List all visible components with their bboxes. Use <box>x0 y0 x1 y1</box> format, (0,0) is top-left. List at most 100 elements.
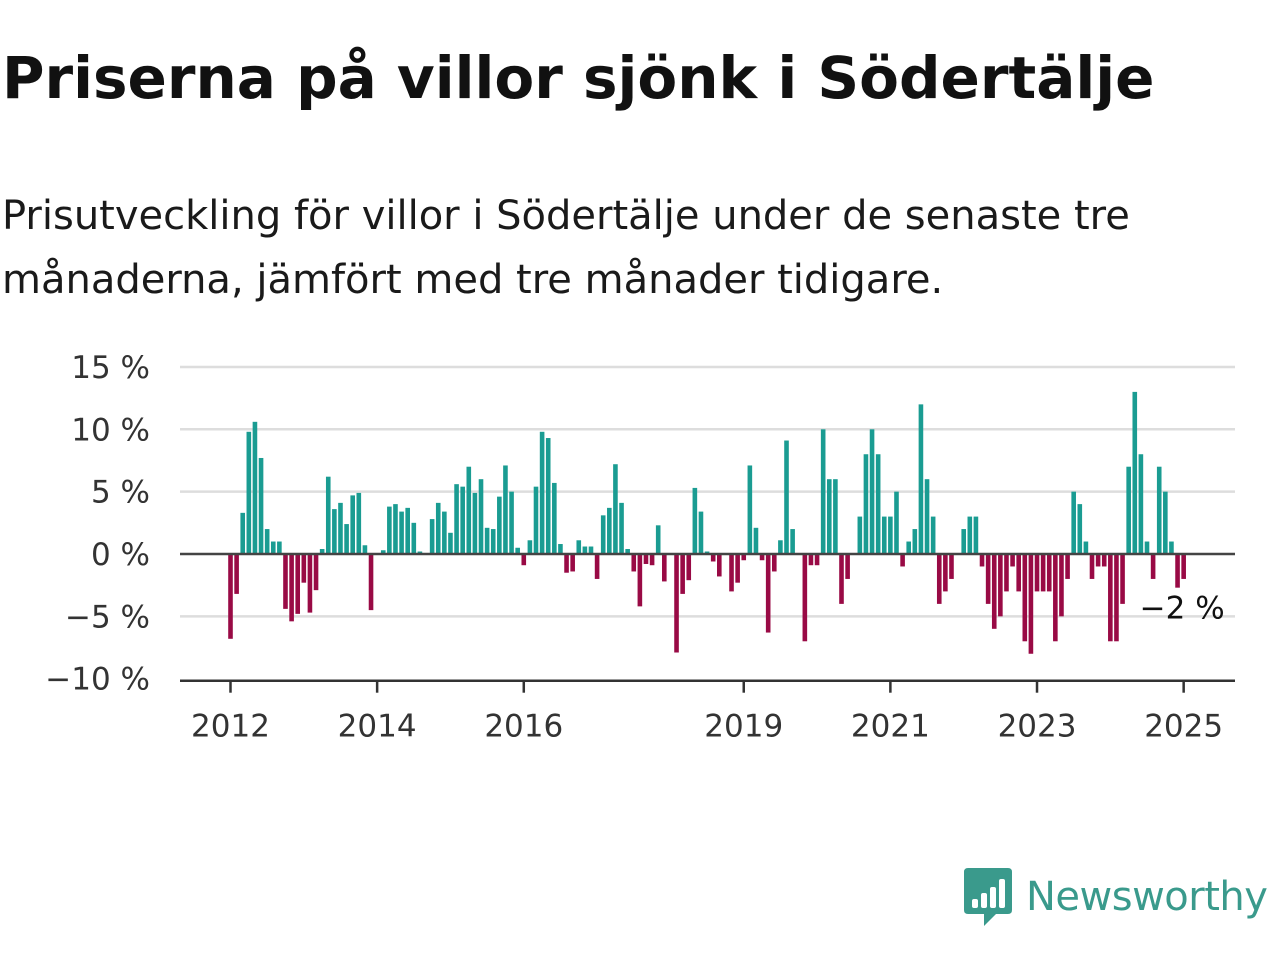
bar <box>802 554 808 642</box>
bar <box>545 438 551 554</box>
bar <box>949 554 954 579</box>
y-tick-label: 10 % <box>71 412 150 448</box>
bar <box>662 554 667 582</box>
bar <box>674 554 679 653</box>
bar <box>332 509 337 554</box>
x-tick-label: 2025 <box>1144 709 1223 745</box>
bar <box>338 502 343 554</box>
bar <box>1010 554 1015 567</box>
bar <box>454 484 459 554</box>
bar <box>906 541 912 554</box>
bar <box>600 515 606 554</box>
bar <box>900 554 905 567</box>
bar <box>1034 554 1040 592</box>
bar <box>1120 554 1125 604</box>
bar <box>607 507 612 554</box>
x-tick-label: 2023 <box>998 709 1077 745</box>
x-tick-label: 2014 <box>338 709 417 745</box>
bar <box>582 546 588 554</box>
bar <box>570 554 575 572</box>
y-tick-label: 0 % <box>91 537 150 573</box>
bar <box>301 554 307 583</box>
bar <box>741 554 747 561</box>
bar <box>875 454 881 554</box>
bar <box>710 554 716 562</box>
bar <box>558 544 563 554</box>
bar <box>625 549 630 554</box>
bar <box>735 554 740 583</box>
bar <box>527 540 533 554</box>
bar <box>973 516 979 554</box>
bar <box>680 554 685 594</box>
bar <box>655 525 661 554</box>
bar <box>515 547 520 554</box>
bar <box>1114 554 1119 642</box>
bar <box>765 554 771 633</box>
bar <box>539 431 545 554</box>
bar <box>319 549 325 554</box>
bar <box>380 550 386 554</box>
bar <box>283 554 288 609</box>
bar <box>649 554 655 566</box>
bar <box>643 554 649 564</box>
bar <box>368 554 374 611</box>
newsworthy-logo: Newsworthy <box>962 862 1268 932</box>
bar <box>930 516 936 554</box>
bar <box>460 486 465 554</box>
bar <box>588 546 594 554</box>
bar <box>808 554 814 566</box>
bar <box>411 522 417 554</box>
bar <box>894 491 899 554</box>
bar <box>771 554 777 572</box>
bar <box>814 554 820 566</box>
bar <box>1126 466 1131 554</box>
bar <box>576 540 582 554</box>
bar <box>289 554 294 622</box>
bar <box>1101 554 1107 567</box>
bar <box>325 476 331 554</box>
bar <box>448 532 453 554</box>
bar <box>405 507 410 554</box>
bar <box>295 554 301 614</box>
bar <box>924 479 930 554</box>
bar <box>503 465 508 554</box>
bar <box>277 541 282 554</box>
bar <box>979 554 985 567</box>
bar <box>564 554 569 573</box>
last-value-label: −2 % <box>1140 590 1225 626</box>
bar <box>790 529 795 554</box>
bar <box>387 506 392 554</box>
gridlines <box>180 365 1235 618</box>
bar <box>961 529 966 554</box>
bar <box>839 554 844 604</box>
bar <box>484 527 490 554</box>
bar <box>399 511 404 554</box>
bar <box>435 502 441 554</box>
bar <box>784 440 789 554</box>
y-tick-label: −10 % <box>45 662 150 698</box>
bar <box>509 491 514 554</box>
bar <box>252 421 258 554</box>
bar-chart: 15 % 10 % 5 % 0 % −5 % −10 % 2012 2014 2016 2019 2… <box>45 350 1235 745</box>
bar <box>1108 554 1113 642</box>
x-tick-label: 2019 <box>704 709 783 745</box>
bar <box>918 404 924 554</box>
bar <box>344 524 349 554</box>
bar <box>717 554 722 577</box>
bar <box>350 495 355 554</box>
bar <box>820 429 826 554</box>
bar <box>228 554 233 639</box>
bar <box>759 554 765 561</box>
bar <box>857 516 863 554</box>
bar <box>264 529 270 554</box>
bar <box>429 519 435 554</box>
bar <box>863 454 869 554</box>
bar <box>1156 466 1162 554</box>
newsworthy-bar-icon <box>964 868 1012 926</box>
bar <box>698 511 704 554</box>
bar <box>1016 554 1021 592</box>
bar <box>985 554 991 604</box>
bar <box>1163 491 1168 554</box>
y-tick-label: 5 % <box>91 475 150 511</box>
bar <box>356 492 362 554</box>
